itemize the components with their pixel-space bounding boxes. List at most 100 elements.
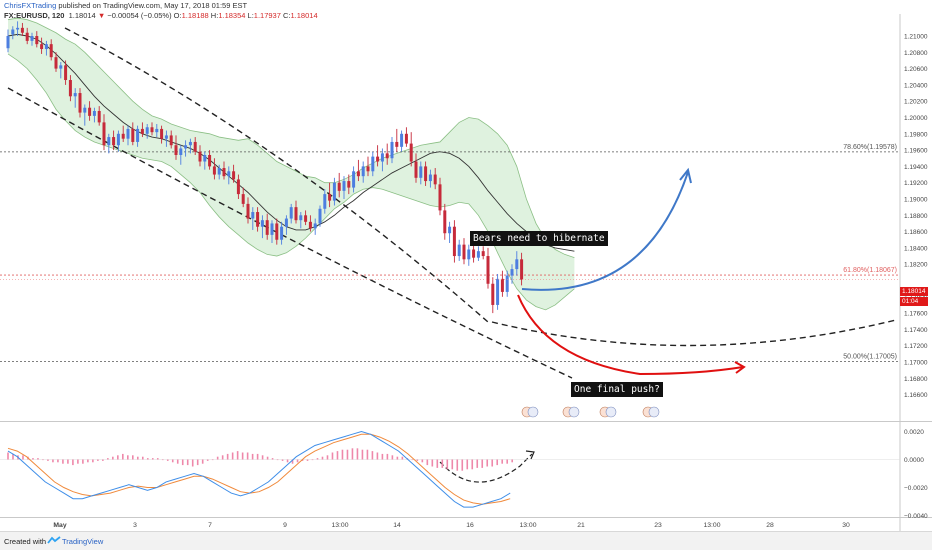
macd-indicator (0, 430, 900, 508)
ohlc-legend: FX:EURUSD, 120 1.18014 ▼ −0.00054 (−0.05… (4, 11, 318, 20)
macd-hist-bar (281, 459, 284, 461)
price-tick-label: 1.18400 (904, 245, 928, 252)
us-flag-event-icon[interactable] (521, 406, 539, 418)
macd-hist-bar (371, 451, 374, 460)
price-tick-label: 1.21000 (904, 34, 928, 41)
candle-body (59, 65, 63, 69)
fib-label-f618: 61.80%(1.18067) (843, 267, 897, 274)
main-pane[interactable] (0, 14, 900, 421)
candle-body (208, 154, 212, 167)
candle-body (304, 215, 308, 222)
macd-hist-bar (117, 455, 119, 460)
candle-body (260, 220, 264, 227)
candle-body (198, 151, 202, 162)
candle-body (328, 194, 332, 201)
candle-body (92, 110, 96, 116)
macd-hist-bar (12, 453, 14, 460)
time-axis[interactable]: May 3 7 9 13:00 14 16 13:00 21 23 13:00 28 30 (53, 522, 850, 529)
macd-hist-bar (146, 458, 149, 460)
candle-body (356, 171, 360, 177)
macd-hist-bar (491, 459, 494, 467)
macd-hist-bar (127, 455, 129, 460)
macd-hist-bar (211, 459, 214, 461)
candle-body (88, 107, 92, 116)
macd-hist-bar (216, 456, 219, 460)
tradingview-logo-icon[interactable] (47, 536, 61, 545)
bar-countdown: 01:04 (900, 297, 928, 306)
macd-hist-bar (466, 459, 469, 470)
candle-body (481, 251, 485, 257)
symbol-label[interactable]: FX:EURUSD, 120 (4, 11, 65, 20)
price-tick-label: 1.18800 (904, 213, 928, 220)
macd-hist-bar (102, 459, 104, 461)
macd-hist-bar (356, 448, 359, 460)
macd-hist-bar (132, 455, 134, 460)
price-tick-label: 1.19800 (904, 131, 928, 138)
annotation-push[interactable]: One final push? (571, 382, 663, 397)
macd-tick-label: 0.0020 (904, 429, 924, 436)
us-flag-event-icon[interactable] (599, 406, 617, 418)
created-with-label: Created with (4, 537, 47, 546)
macd-hist-bar (37, 458, 39, 460)
candle-body (16, 27, 20, 30)
candle-body (347, 181, 351, 188)
time-tick-label: 14 (393, 522, 401, 529)
price-tick-label: 1.18200 (904, 262, 928, 269)
price-tick-label: 1.17200 (904, 343, 928, 350)
candle-body (472, 249, 476, 258)
macd-hist-bar (136, 456, 139, 460)
dashed-macd-projection (439, 453, 533, 483)
macd-hist-bar (416, 459, 419, 461)
fib-label-f500: 50.00%(1.17005) (843, 354, 897, 361)
macd-hist-bar (62, 459, 64, 464)
high-value: 1.18354 (218, 11, 246, 20)
candle-body (150, 127, 154, 133)
price-axis[interactable]: 1.21000 1.20800 1.20600 1.20400 1.20200 1.200… (904, 34, 928, 521)
macd-hist-bar (191, 459, 194, 467)
candle-body (83, 107, 87, 113)
blue-up-projection (521, 171, 689, 291)
bollinger-fill (8, 18, 575, 310)
candle-body (409, 143, 413, 162)
macd-hist-bar (486, 459, 489, 467)
candle-body (155, 128, 159, 133)
macd-hist-bar (77, 459, 79, 464)
time-tick-label: 16 (466, 522, 474, 529)
macd-tick-label: −0.0040 (904, 513, 928, 520)
candle-body (179, 148, 183, 155)
macd-hist-bar (112, 456, 114, 460)
macd-hist-bar (141, 456, 144, 460)
eu-flag-event-icon[interactable] (642, 406, 660, 418)
candle-body (121, 133, 125, 139)
macd-hist-bar (436, 459, 439, 468)
macd-hist-bar (401, 456, 404, 460)
candle-body (246, 203, 250, 219)
candle-body (236, 179, 240, 195)
macd-hist-bar (336, 451, 339, 460)
price-tick-label: 1.19600 (904, 148, 928, 155)
candle-body (241, 194, 245, 204)
macd-hist-bar (241, 452, 244, 460)
macd-hist-bar (186, 459, 189, 466)
macd-hist-bar (291, 459, 294, 464)
macd-hist-bar (57, 459, 59, 463)
macd-hist-bar (441, 459, 444, 468)
candle-body (318, 208, 322, 224)
macd-hist-bar (82, 459, 84, 464)
macd-hist-bar (176, 459, 179, 464)
candle-body (35, 36, 39, 45)
candle-body (107, 137, 111, 146)
author-link[interactable]: ChrisFXTrading (4, 1, 57, 10)
candle-body (40, 44, 44, 50)
candle-body (467, 249, 471, 260)
macd-hist-bar (151, 458, 154, 460)
blue-arrow-head (679, 167, 692, 184)
candle-body (342, 181, 346, 191)
candle-body (280, 226, 284, 240)
dashed-trendline-upper (64, 27, 489, 323)
candle-body (270, 223, 274, 235)
tradingview-brand[interactable]: TradingView (62, 537, 104, 546)
annotation-bears[interactable]: Bears need to hibernate (470, 231, 608, 246)
price-tick-label: 1.20600 (904, 66, 928, 73)
eu-flag-event-icon[interactable] (562, 406, 580, 418)
